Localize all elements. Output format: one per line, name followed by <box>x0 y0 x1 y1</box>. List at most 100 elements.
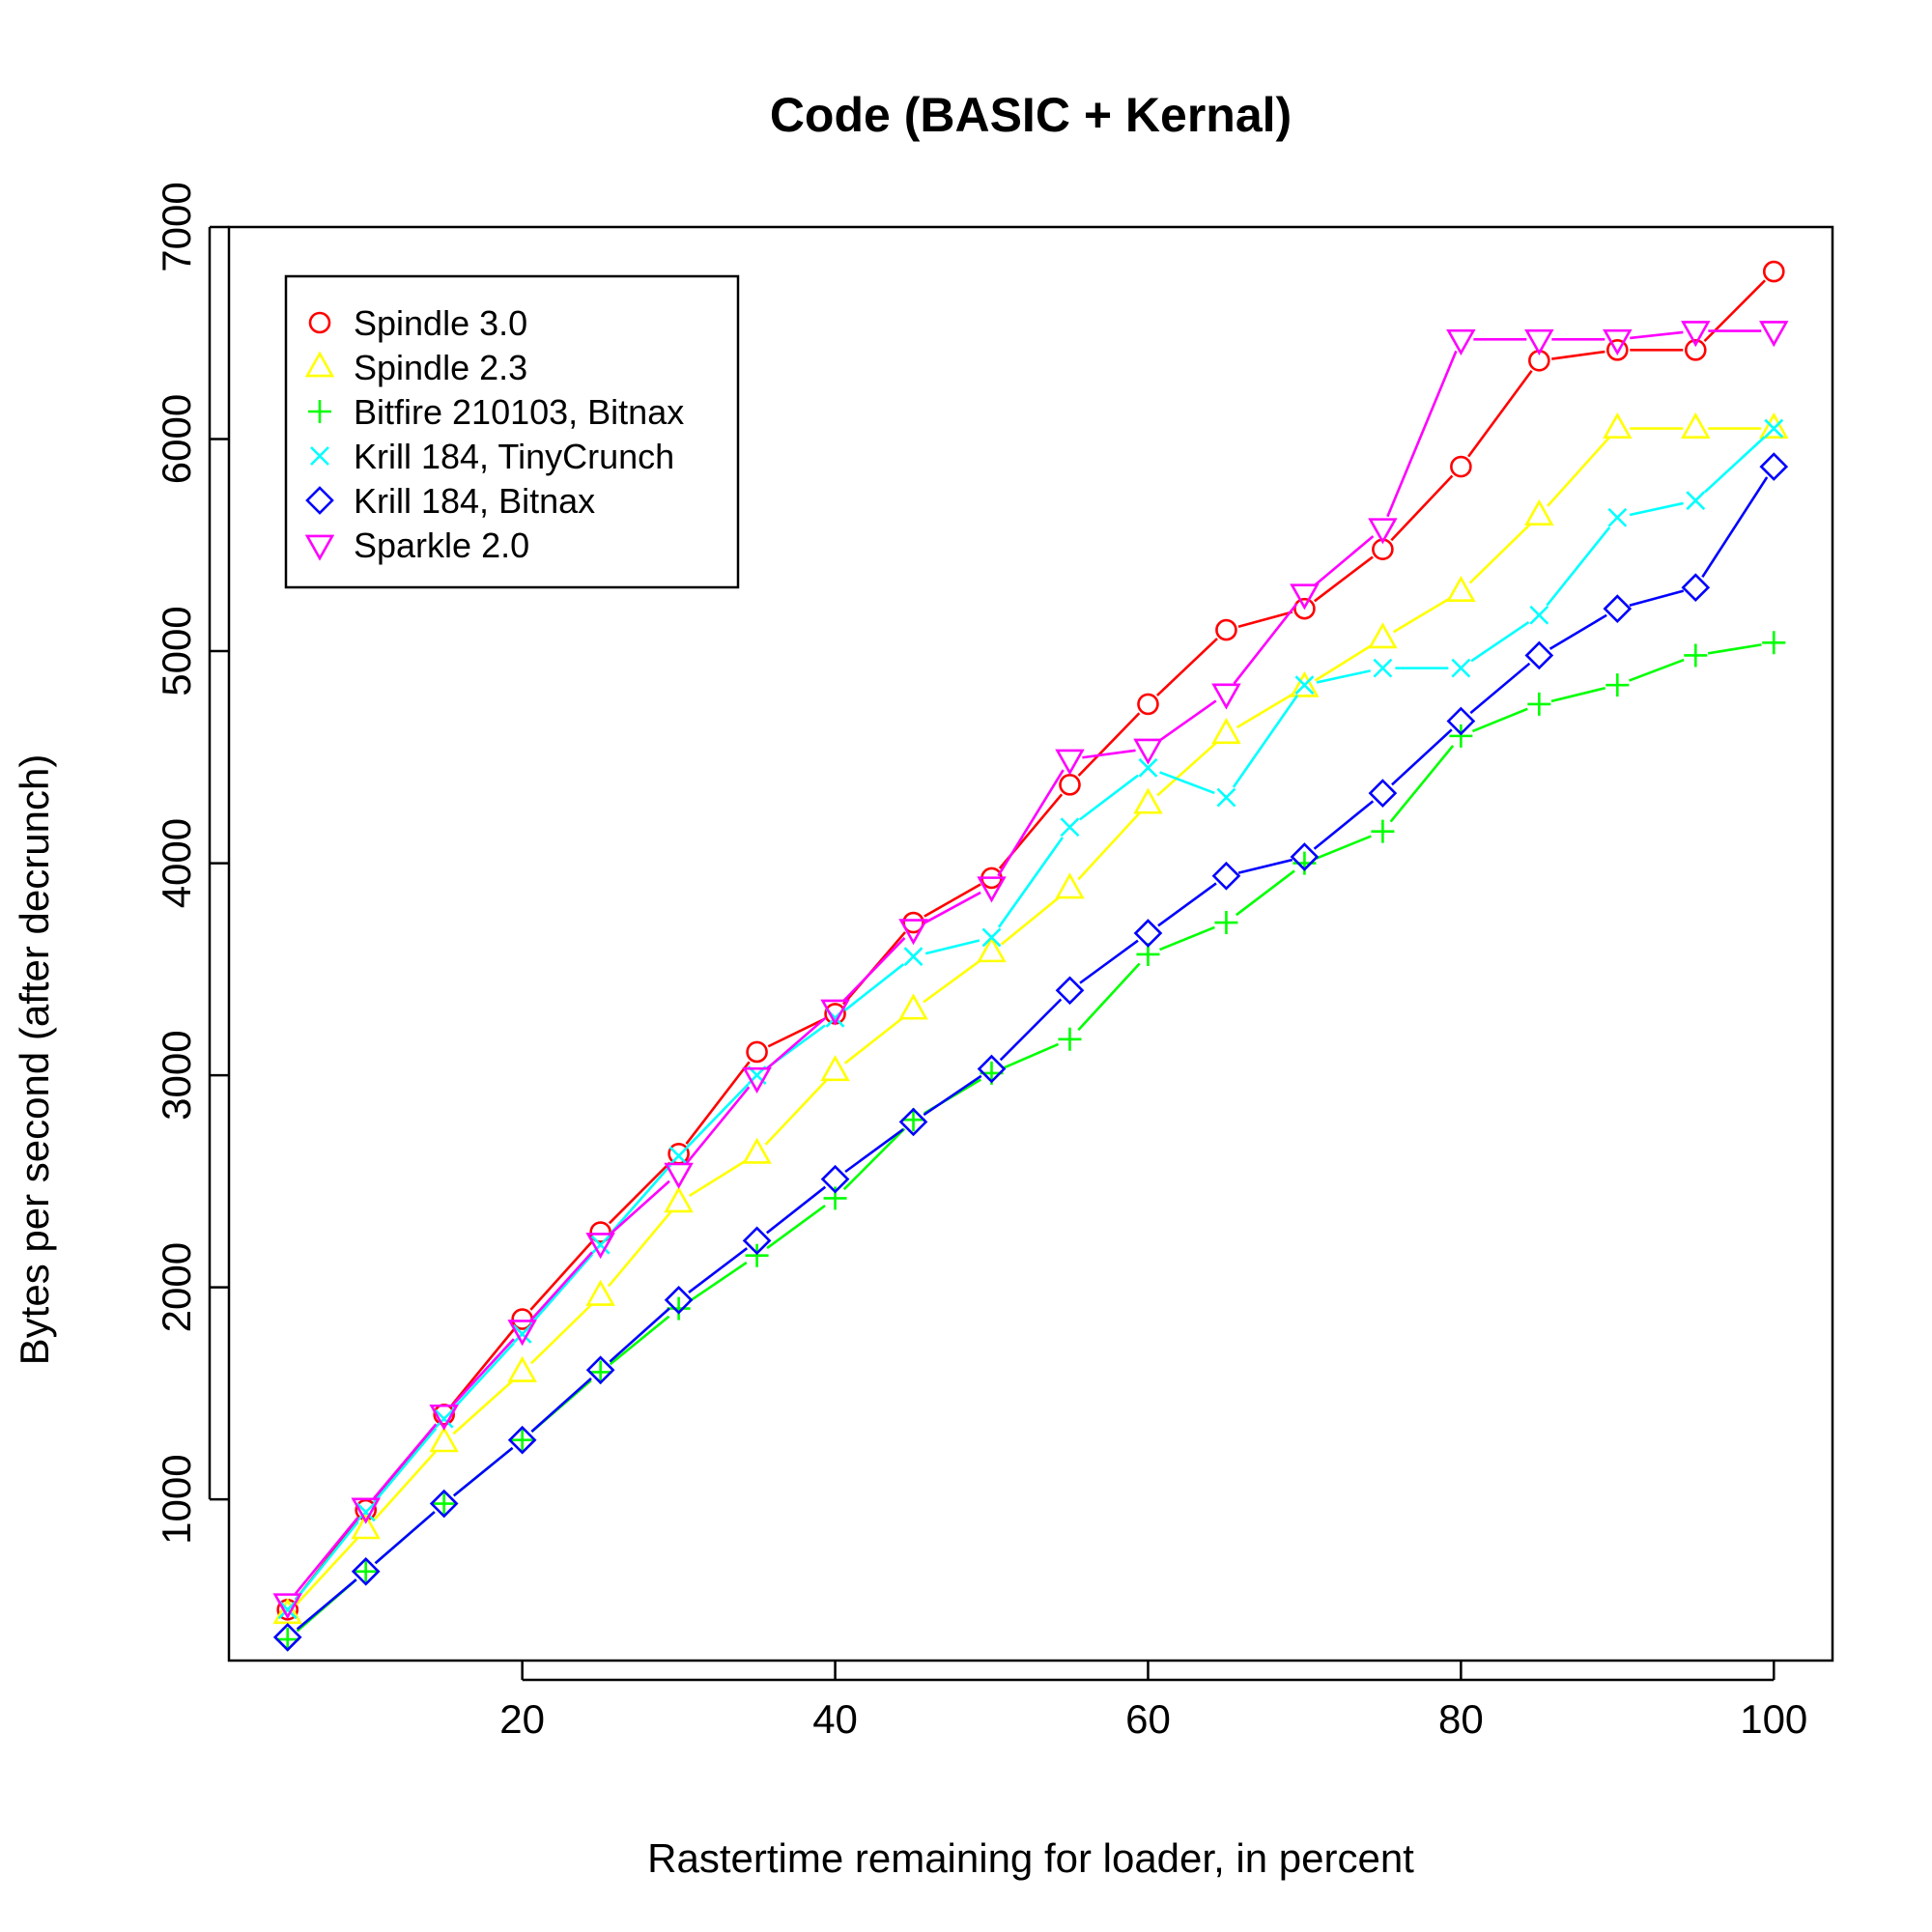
point-marker <box>1133 787 1163 814</box>
series-line-segment <box>1314 643 1374 682</box>
point-marker <box>1368 518 1398 545</box>
series-line-segment <box>1546 526 1611 607</box>
series-line-segment <box>295 1537 358 1606</box>
series-line-segment <box>923 958 982 1004</box>
point-marker <box>903 947 923 967</box>
point-marker <box>1606 339 1629 361</box>
point-marker <box>1290 842 1320 871</box>
series-line-segment <box>1079 774 1139 821</box>
point-marker <box>1055 749 1085 776</box>
series-line-segment <box>374 1511 436 1565</box>
point-marker <box>1137 693 1159 716</box>
point-marker <box>664 1285 694 1315</box>
point-marker <box>304 534 335 561</box>
series-line-segment <box>1469 662 1531 715</box>
series-line-segment <box>1701 476 1769 578</box>
point-marker <box>898 993 928 1020</box>
point-marker <box>1060 817 1080 838</box>
series-line-segment <box>997 769 1065 877</box>
series-line-segment <box>1550 686 1605 703</box>
legend-box <box>284 274 740 589</box>
legend-label: Spindle 3.0 <box>354 303 527 343</box>
point-marker <box>1055 872 1085 899</box>
series-line-segment <box>452 1446 514 1497</box>
point-marker <box>355 1502 376 1522</box>
legend: Spindle 3.0 Spindle 2.3 Bitfire 210103, Bi… <box>284 274 740 589</box>
point-marker <box>585 1233 615 1260</box>
series-line-segment <box>766 1205 826 1250</box>
series-line-segment <box>1236 869 1295 917</box>
series-line-segment <box>686 1083 750 1149</box>
point-marker <box>1368 622 1398 649</box>
series-line-segment <box>609 1307 670 1363</box>
point-marker <box>1133 738 1163 765</box>
point-marker <box>1607 507 1628 527</box>
legend-item: Krill 184, Bitnax <box>305 481 595 521</box>
series-line-segment <box>1233 603 1298 685</box>
series-line-segment <box>1159 771 1215 795</box>
series-line-segment <box>1157 699 1217 743</box>
point-marker <box>1138 757 1158 778</box>
point-marker <box>820 1055 850 1082</box>
point-marker <box>1373 658 1393 678</box>
series-6 <box>272 321 1789 1620</box>
series-line-segment <box>450 1327 516 1406</box>
point-marker <box>429 1404 459 1431</box>
legend-label: Krill 184, Bitnax <box>354 481 595 521</box>
point-marker <box>1603 412 1633 439</box>
series-line-segment <box>924 939 980 955</box>
series-line-segment <box>1468 523 1531 584</box>
point-marker <box>429 1489 459 1519</box>
series-line-segment <box>1316 669 1371 684</box>
x-axis-label: Rastertime remaining for loader, in perc… <box>647 1835 1414 1881</box>
series-line-segment <box>766 1185 827 1235</box>
legend-item: Sparkle 2.0 <box>304 526 529 565</box>
series-line-segment <box>1630 330 1684 340</box>
point-marker <box>1764 418 1784 439</box>
series-line-segment <box>1629 658 1685 682</box>
point-marker <box>977 1054 1007 1084</box>
series-line-segment <box>844 1128 904 1174</box>
point-marker <box>272 1598 302 1625</box>
series-line-segment <box>1002 1042 1060 1069</box>
series-line-segment <box>1236 692 1294 729</box>
series-line-segment <box>999 998 1063 1062</box>
point-marker <box>1446 706 1476 736</box>
series-line-segment <box>923 883 981 918</box>
x-tick-label: 100 <box>1740 1696 1807 1742</box>
series-line-segment <box>1157 882 1217 927</box>
series-line-segment <box>1313 800 1375 850</box>
series-line-segment <box>842 1127 906 1191</box>
series-line-segment <box>530 1303 593 1365</box>
point-marker <box>1371 819 1395 843</box>
series-line-segment <box>923 1074 982 1117</box>
axes: 20 40 60 80 100 1000 2000 3000 4000 5000 6000 7000 <box>154 182 1834 1742</box>
point-marker <box>1450 455 1472 478</box>
point-marker <box>351 1513 381 1540</box>
series-line-segment <box>1000 895 1062 946</box>
series-line-segment <box>1391 728 1453 786</box>
series-line-segment <box>609 1179 670 1236</box>
point-marker <box>1216 787 1236 808</box>
point-marker <box>351 1556 381 1586</box>
y-tick-label: 3000 <box>154 1030 199 1120</box>
series-line-segment <box>296 1578 357 1631</box>
point-marker <box>507 1425 537 1455</box>
point-marker <box>1527 692 1551 716</box>
point-marker <box>977 876 1007 903</box>
legend-label: Spindle 2.3 <box>354 348 527 387</box>
point-marker <box>272 1593 302 1620</box>
point-marker <box>351 1497 381 1524</box>
series-line-segment <box>530 1377 592 1433</box>
series-line-segment <box>688 1247 749 1293</box>
series-line-segment <box>1629 501 1684 517</box>
point-marker <box>1686 491 1706 511</box>
series-line-segment <box>529 1253 594 1326</box>
series-line-segment <box>1313 535 1375 587</box>
series-line-segment <box>529 1240 593 1311</box>
point-marker <box>1368 779 1398 808</box>
point-marker <box>590 1235 611 1255</box>
point-marker <box>432 1492 456 1516</box>
series-line-segment <box>688 1261 748 1303</box>
series-layer <box>272 260 1789 1652</box>
